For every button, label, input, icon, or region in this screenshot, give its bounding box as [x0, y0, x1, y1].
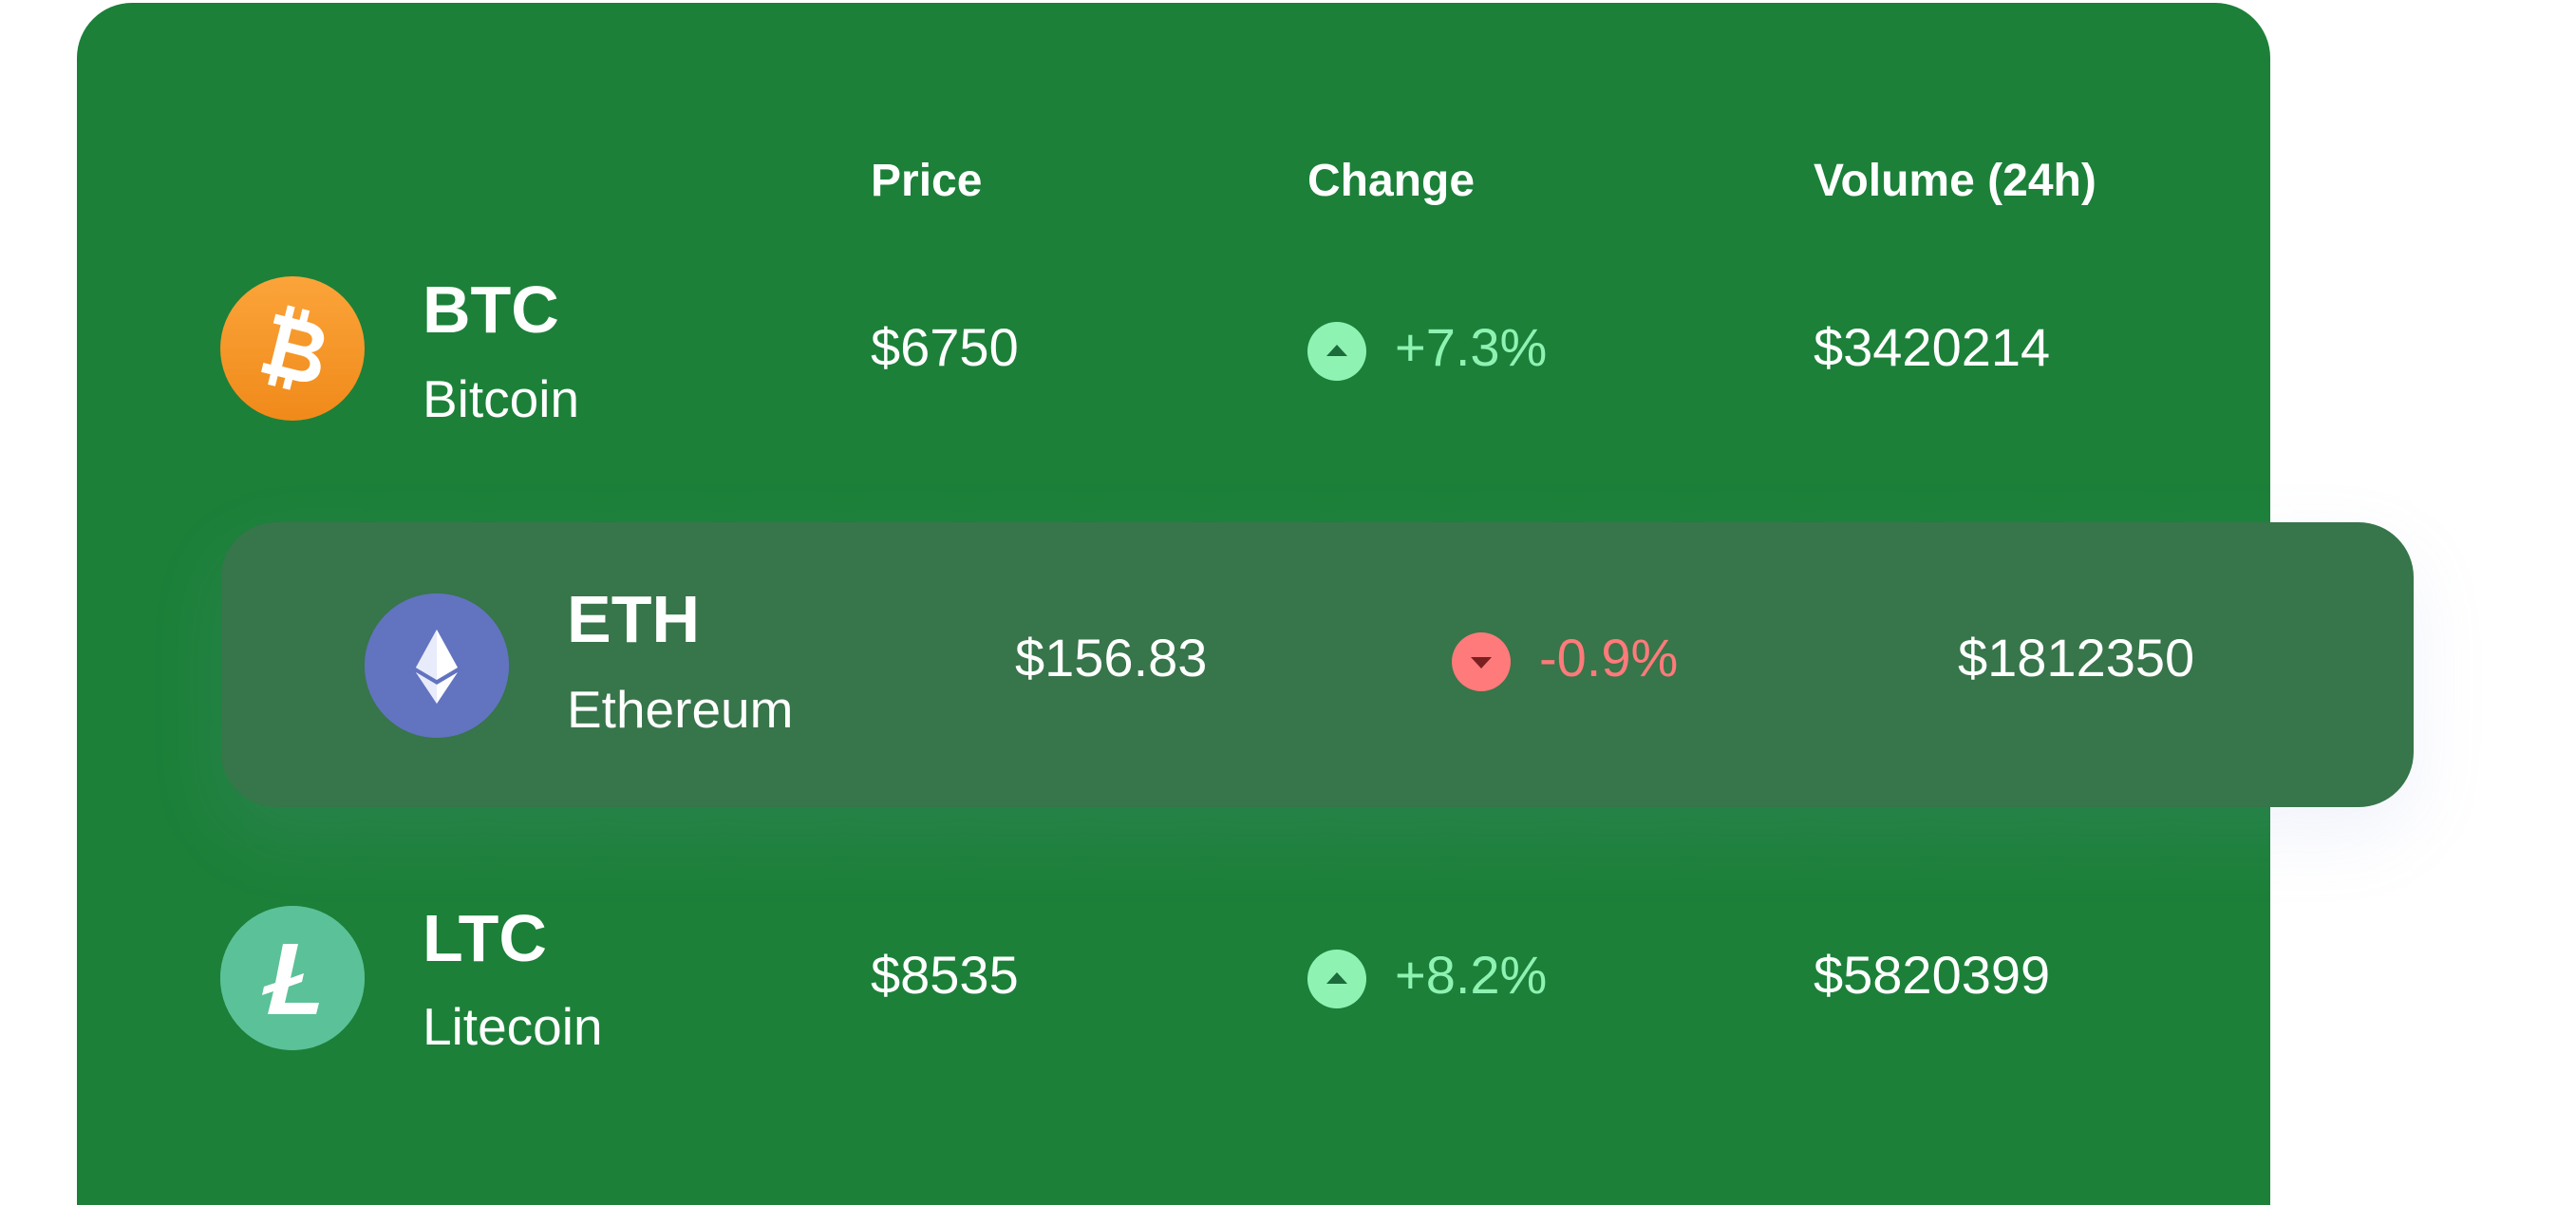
change-up-icon: [1307, 950, 1366, 1008]
coin-ticker: ETH: [567, 582, 700, 656]
ethereum-icon: [365, 593, 509, 738]
coin-volume: $3420214: [1814, 317, 2051, 377]
change-up-icon: [1307, 322, 1366, 381]
coin-name: Litecoin: [423, 997, 603, 1056]
coin-price: $6750: [871, 317, 1019, 377]
coin-price: $8535: [871, 945, 1019, 1005]
column-header-change[interactable]: Change: [1307, 156, 1476, 206]
coin-ticker: LTC: [423, 901, 547, 975]
coin-volume: $5820399: [1814, 945, 2051, 1005]
coin-name: Ethereum: [567, 680, 794, 739]
litecoin-icon: [220, 906, 365, 1050]
coin-price: $156.83: [1015, 628, 1208, 687]
column-header-volume[interactable]: Volume (24h): [1814, 156, 2097, 206]
coin-change: +8.2%: [1395, 945, 1548, 1005]
coin-name: Bitcoin: [423, 369, 580, 428]
coin-change: +7.3%: [1395, 317, 1548, 377]
change-down-icon: [1452, 632, 1511, 691]
coin-change: -0.9%: [1539, 628, 1679, 687]
column-header-price[interactable]: Price: [871, 156, 983, 206]
table-row-eth-highlighted[interactable]: ETH Ethereum $156.83 -0.9% $1812350: [221, 522, 2414, 807]
coin-volume: $1812350: [1958, 628, 2195, 687]
coin-ticker: BTC: [423, 273, 559, 347]
bitcoin-icon: [220, 276, 365, 421]
